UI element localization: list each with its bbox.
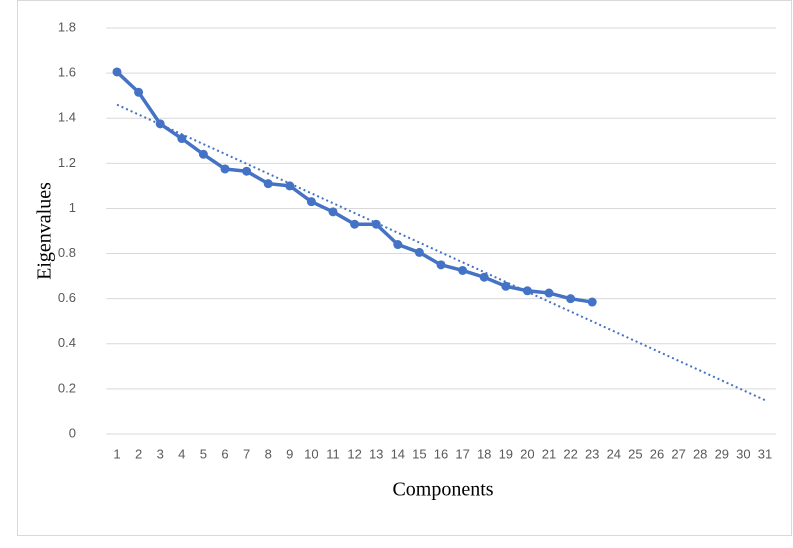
x-tick-label: 28 xyxy=(693,446,707,461)
x-tick-label: 15 xyxy=(412,446,426,461)
data-point xyxy=(501,281,511,291)
y-tick-label: 1.2 xyxy=(58,155,76,170)
x-tick-label: 24 xyxy=(607,446,621,461)
y-tick-label: 0.4 xyxy=(58,335,76,350)
y-tick-label: 0.6 xyxy=(58,290,76,305)
x-tick-label: 3 xyxy=(157,446,164,461)
data-point xyxy=(436,260,446,270)
x-tick-label: 4 xyxy=(178,446,185,461)
y-axis-label: Eigenvalues xyxy=(34,182,56,280)
y-tick-label: 0.2 xyxy=(58,380,76,395)
data-point xyxy=(134,87,144,97)
x-tick-label: 10 xyxy=(304,446,318,461)
x-axis-label: Components xyxy=(392,479,493,501)
x-tick-label: 21 xyxy=(542,446,556,461)
trendline xyxy=(116,103,766,402)
x-tick-label: 9 xyxy=(286,446,293,461)
data-point xyxy=(479,272,489,282)
x-tick-label: 8 xyxy=(265,446,272,461)
y-tick-label: 1.6 xyxy=(58,65,76,80)
x-tick-label: 23 xyxy=(585,446,599,461)
chart-frame xyxy=(17,0,792,536)
y-tick-label: 1.8 xyxy=(58,19,76,34)
data-point xyxy=(458,265,468,275)
x-tick-label: 27 xyxy=(671,446,685,461)
x-tick-label: 20 xyxy=(520,446,534,461)
data-point xyxy=(371,219,381,229)
data-point xyxy=(328,207,338,217)
data-point xyxy=(587,297,597,307)
x-tick-label: 19 xyxy=(499,446,513,461)
x-tick-label: 2 xyxy=(135,446,142,461)
data-point xyxy=(177,134,187,144)
x-tick-label: 18 xyxy=(477,446,491,461)
y-tick-label: 1 xyxy=(69,200,76,215)
y-tick-label: 0 xyxy=(69,425,76,440)
x-tick-label: 25 xyxy=(628,446,642,461)
x-tick-label: 26 xyxy=(650,446,664,461)
x-tick-label: 22 xyxy=(563,446,577,461)
x-tick-label: 5 xyxy=(200,446,207,461)
x-tick-label: 1 xyxy=(113,446,120,461)
data-point xyxy=(350,219,360,229)
x-tick-label: 13 xyxy=(369,446,383,461)
data-point xyxy=(414,247,424,257)
data-point xyxy=(198,149,208,159)
data-point xyxy=(566,294,576,304)
x-tick-label: 6 xyxy=(221,446,228,461)
x-tick-label: 11 xyxy=(326,446,340,461)
data-point xyxy=(220,164,230,174)
data-point xyxy=(544,288,554,298)
x-tick-label: 12 xyxy=(347,446,361,461)
data-point xyxy=(306,197,316,207)
y-tick-label: 0.8 xyxy=(58,245,76,260)
data-point xyxy=(155,119,165,129)
data-point xyxy=(522,286,532,296)
data-point xyxy=(285,181,295,191)
x-tick-label: 14 xyxy=(391,446,405,461)
data-point xyxy=(242,166,252,176)
x-tick-label: 30 xyxy=(736,446,750,461)
data-point xyxy=(263,179,273,189)
x-tick-label: 17 xyxy=(455,446,469,461)
x-tick-label: 16 xyxy=(434,446,448,461)
y-tick-label: 1.4 xyxy=(58,110,76,125)
data-point xyxy=(393,240,403,250)
x-tick-label: 7 xyxy=(243,446,250,461)
data-point xyxy=(112,67,122,77)
x-tick-label: 31 xyxy=(758,446,772,461)
x-tick-label: 29 xyxy=(715,446,729,461)
